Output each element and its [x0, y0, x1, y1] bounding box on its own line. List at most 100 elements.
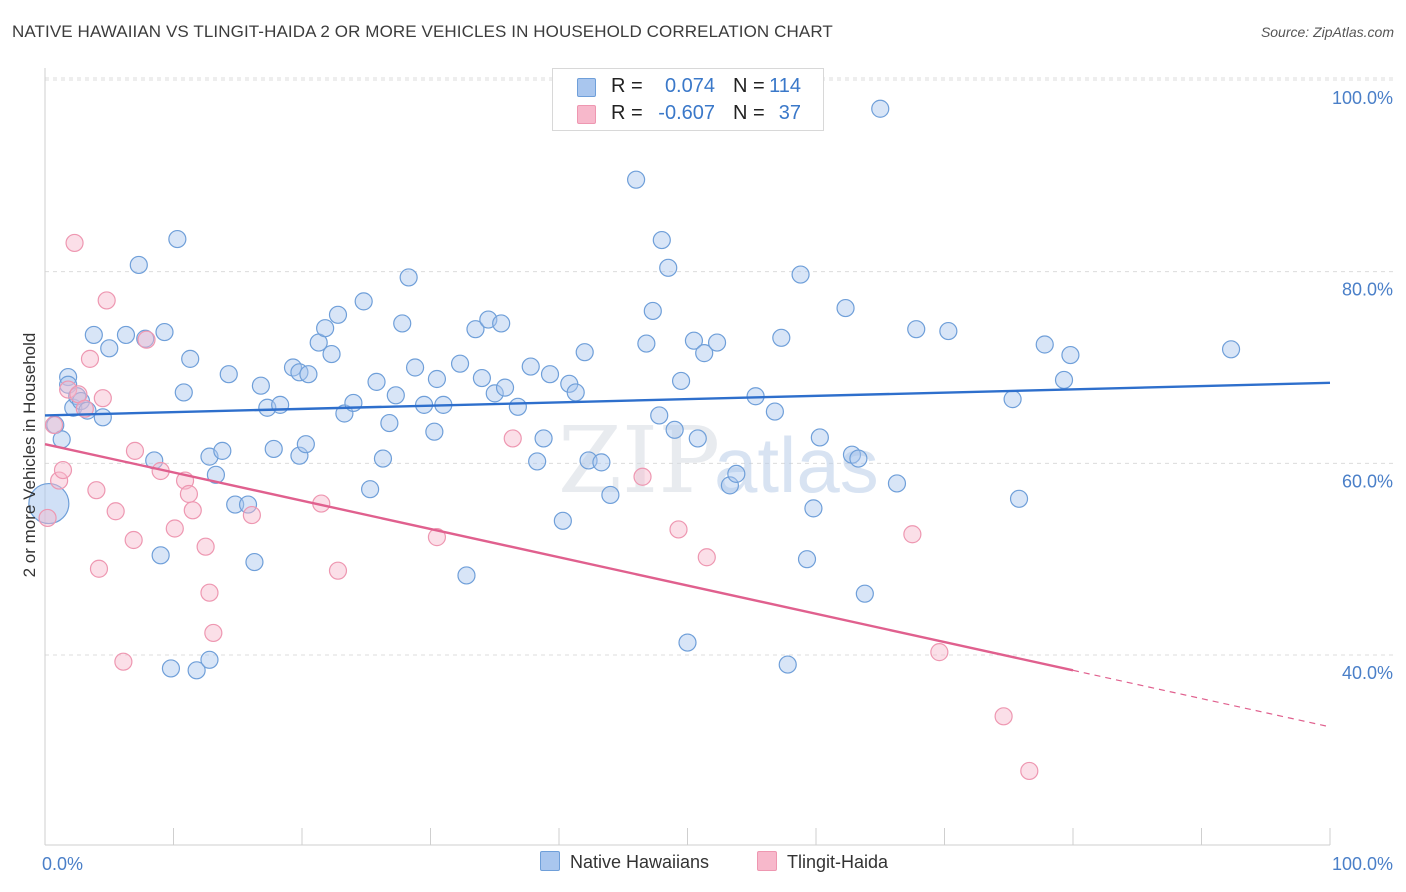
data-point-tlingit-haida [124, 530, 143, 550]
data-point-native-hawaiians [659, 258, 678, 277]
axes [44, 68, 1331, 846]
legend-swatch-blue [540, 851, 560, 871]
data-point-tlingit-haida [196, 537, 215, 556]
data-point-native-hawaiians [772, 328, 791, 347]
data-point-native-hawaiians [652, 230, 671, 250]
data-point-native-hawaiians [643, 301, 662, 321]
trend-lines [44, 381, 1331, 728]
data-point-tlingit-haida [427, 528, 447, 547]
data-point-native-hawaiians [626, 170, 646, 189]
data-point-native-hawaiians [804, 499, 823, 518]
data-point-native-hawaiians [380, 413, 399, 433]
legend-item-native-hawaiians[interactable]: Native Hawaiians [540, 851, 709, 873]
data-point-tlingit-haida [87, 481, 106, 500]
data-point-native-hawaiians [316, 319, 335, 338]
data-point-native-hawaiians [168, 229, 187, 249]
data-point-tlingit-haida [80, 349, 100, 368]
data-point-tlingit-haida [183, 501, 202, 520]
data-point-native-hawaiians [727, 464, 746, 483]
legend-r-value: -0.607 [658, 102, 715, 124]
legend-r-value: 0.074 [664, 75, 715, 97]
data-point-native-hawaiians [84, 325, 103, 345]
data-point-tlingit-haida [242, 505, 261, 525]
y-tick-label: 40.0% [1342, 663, 1393, 683]
data-point-tlingit-haida [93, 389, 112, 408]
data-point-native-hawaiians [59, 367, 78, 387]
data-point-native-hawaiians [399, 268, 418, 287]
data-point-native-hawaiians [665, 420, 684, 439]
data-point-tlingit-haida [200, 583, 219, 602]
data-point-native-hawaiians [238, 495, 258, 514]
data-point-tlingit-haida [50, 471, 69, 490]
data-point-tlingit-haida [114, 652, 133, 671]
data-point-tlingit-haida [328, 561, 348, 580]
data-point-tlingit-haida [53, 460, 73, 480]
data-point-native-hawaiians [849, 449, 868, 468]
data-point-native-hawaiians [28, 482, 70, 525]
data-point-native-hawaiians [116, 325, 136, 345]
legend-n-label: N = [733, 75, 765, 97]
data-point-native-hawaiians [887, 474, 907, 493]
trend-line-extension-tlingit-haida [1072, 669, 1331, 728]
data-point-native-hawaiians [386, 386, 405, 405]
data-point-native-hawaiians [155, 322, 174, 342]
data-point-native-hawaiians [457, 566, 476, 585]
chart-title: NATIVE HAWAIIAN VS TLINGIT-HAIDA 2 OR MO… [12, 22, 833, 41]
data-point-native-hawaiians [361, 480, 380, 499]
data-point-native-hawaiians [521, 357, 540, 376]
data-point-native-hawaiians [650, 406, 669, 425]
legend-r-label: R = [611, 75, 643, 97]
chart-source: Source: ZipAtlas.com [1260, 24, 1394, 40]
data-point-native-hawaiians [466, 320, 485, 339]
data-point-native-hawaiians [907, 320, 926, 339]
y-axis-title: 2 or more Vehicles in Household [20, 333, 39, 578]
data-point-native-hawaiians [450, 354, 470, 373]
data-point-tlingit-haida [179, 484, 199, 504]
legend-item-tlingit-haida[interactable]: Tlingit-Haida [757, 851, 888, 873]
data-point-native-hawaiians [427, 369, 447, 389]
legend-n-value: 37 [778, 102, 801, 124]
trend-line-native-hawaiians [44, 381, 1331, 417]
data-point-tlingit-haida [204, 623, 223, 643]
legend-row-tlingit-haida: R = -0.607 N = 37 [553, 101, 823, 127]
legend-n-label: N = [733, 102, 765, 124]
data-point-native-hawaiians [534, 429, 553, 448]
data-point-tlingit-haida [75, 399, 94, 418]
data-point-native-hawaiians [508, 397, 527, 416]
data-point-native-hawaiians [296, 435, 315, 454]
data-point-tlingit-haida [89, 559, 109, 578]
data-point-tlingit-haida [503, 429, 522, 448]
data-point-tlingit-haida [125, 441, 145, 460]
data-point-native-hawaiians [566, 383, 585, 402]
data-point-native-hawaiians [1035, 335, 1054, 354]
data-point-native-hawaiians [810, 428, 829, 447]
data-point-native-hawaiians [1009, 489, 1029, 508]
data-points [28, 99, 1241, 781]
data-point-native-hawaiians [765, 402, 784, 421]
data-point-native-hawaiians [264, 439, 283, 459]
x-tick-label-max: 100.0% [1332, 854, 1393, 874]
trend-line-tlingit-haida [44, 442, 1074, 672]
data-point-native-hawaiians [219, 365, 238, 384]
data-point-tlingit-haida [44, 415, 64, 435]
legend-label: Tlingit-Haida [787, 852, 889, 872]
data-point-native-hawaiians [871, 99, 890, 118]
data-point-native-hawaiians [592, 453, 611, 472]
data-point-native-hawaiians [495, 378, 515, 397]
data-point-native-hawaiians [373, 449, 393, 468]
legend-n-value: 114 [769, 75, 801, 97]
grid-lines [45, 77, 1395, 656]
data-point-native-hawaiians [136, 329, 155, 348]
legend-swatch-pink [757, 851, 777, 871]
data-point-native-hawaiians [791, 265, 810, 284]
data-point-tlingit-haida [994, 707, 1013, 726]
data-point-native-hawaiians [213, 441, 232, 460]
watermark-atlas: atlas [714, 421, 879, 509]
correlation-legend: R = 0.074 N = 114 R = -0.607 N = 37 [552, 68, 824, 131]
legend-swatch-pink [577, 105, 596, 124]
data-point-native-hawaiians [601, 485, 620, 505]
data-point-native-hawaiians [707, 333, 727, 352]
data-point-native-hawaiians [1061, 345, 1080, 365]
data-point-tlingit-haida [669, 520, 688, 539]
data-point-native-hawaiians [425, 422, 444, 441]
